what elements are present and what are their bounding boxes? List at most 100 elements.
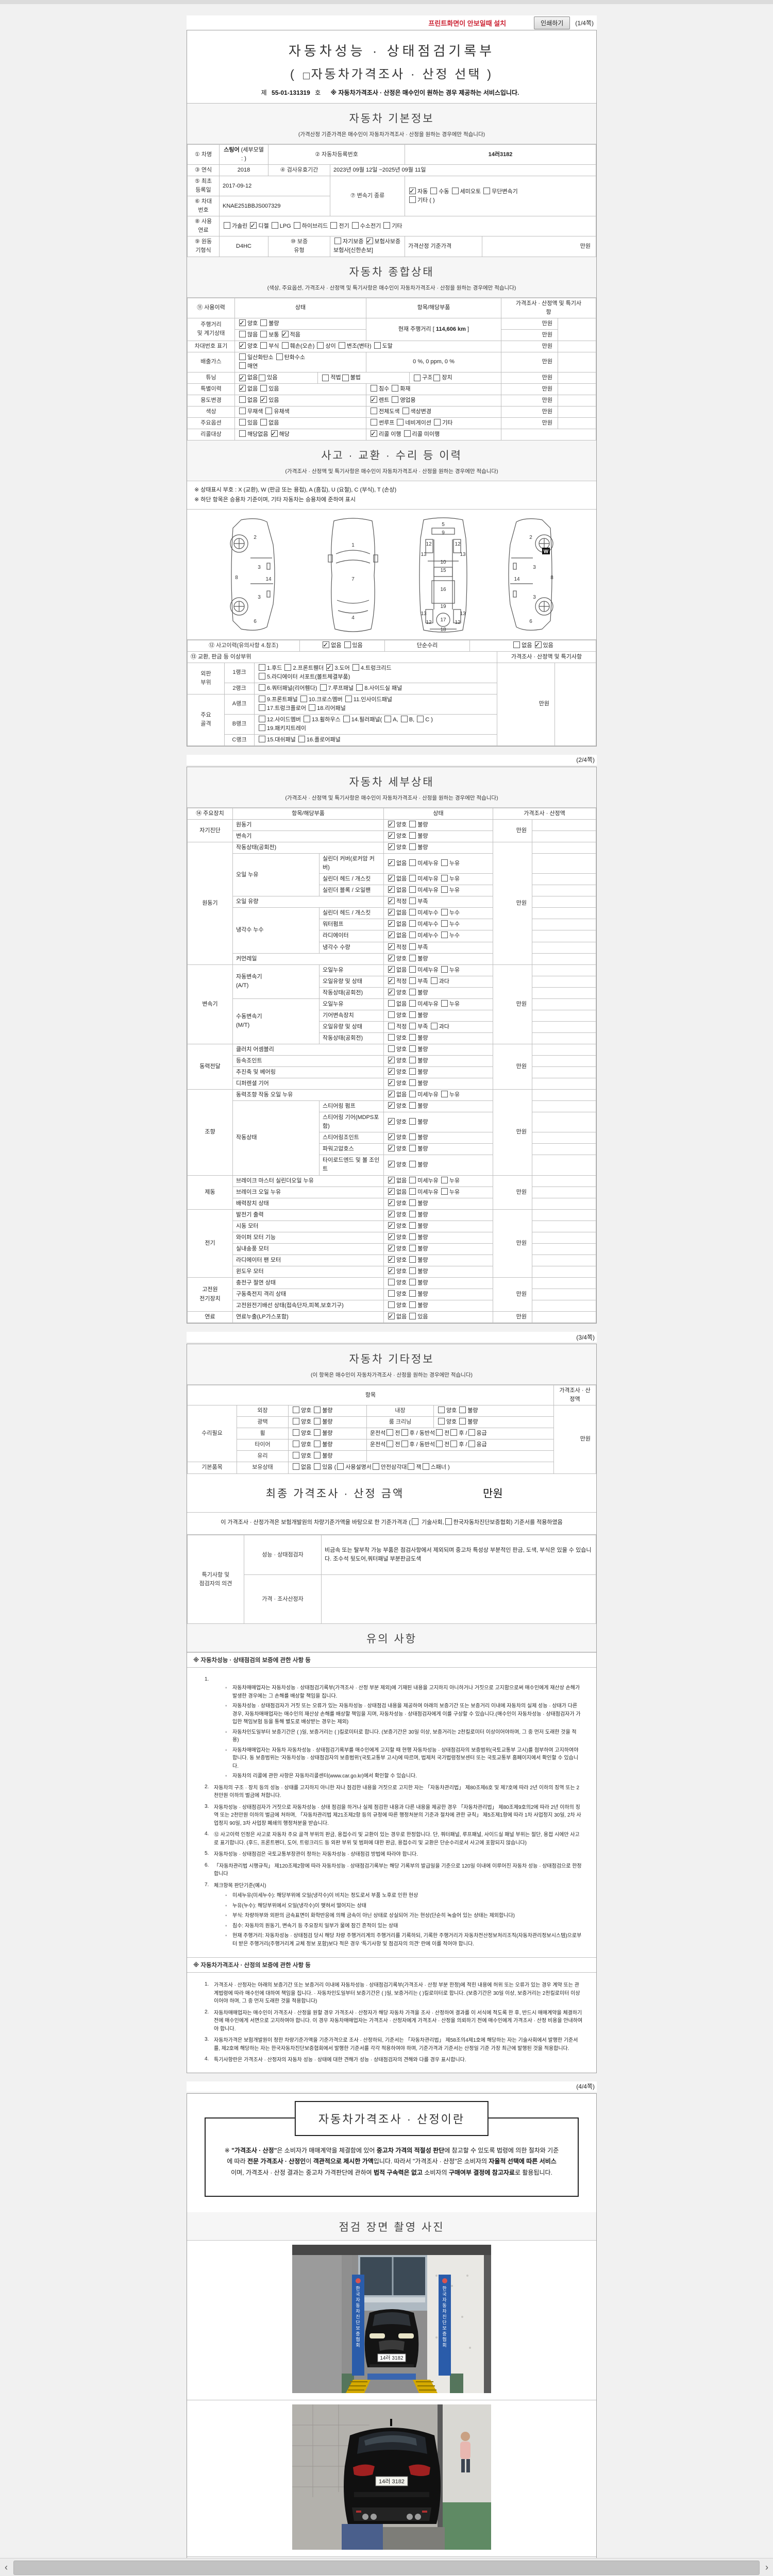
checkbox-unchecked[interactable] (409, 832, 416, 839)
checkbox-unchecked[interactable] (409, 999, 416, 1007)
checkbox-unchecked[interactable] (441, 875, 448, 882)
checkbox-unchecked[interactable] (386, 1440, 394, 1448)
checkbox-checked[interactable] (388, 1078, 395, 1088)
checkbox-checked[interactable] (326, 663, 333, 673)
checkbox-unchecked[interactable] (351, 222, 359, 229)
checkbox-unchecked[interactable] (260, 330, 267, 337)
checkbox-checked[interactable] (388, 1159, 395, 1170)
checkbox-unchecked[interactable] (409, 1222, 416, 1229)
checkbox-unchecked[interactable] (436, 1440, 443, 1448)
checkbox-unchecked[interactable] (430, 977, 438, 984)
checkbox-unchecked[interactable] (409, 1210, 416, 1217)
checkbox-unchecked[interactable] (422, 1463, 429, 1470)
checkbox-unchecked[interactable] (401, 1429, 408, 1436)
checkbox-unchecked[interactable] (412, 1518, 418, 1525)
checkbox-unchecked[interactable] (314, 1418, 321, 1425)
checkbox-unchecked[interactable] (436, 1429, 443, 1436)
checkbox-checked[interactable] (388, 1255, 395, 1265)
checkbox-unchecked[interactable] (388, 1022, 395, 1029)
checkbox-unchecked[interactable] (337, 1463, 344, 1470)
checkbox-checked[interactable] (388, 1089, 395, 1099)
checkbox-unchecked[interactable] (409, 1199, 416, 1206)
checkbox-unchecked[interactable] (441, 920, 448, 927)
checkbox-unchecked[interactable] (322, 374, 329, 381)
checkbox-unchecked[interactable] (372, 1463, 379, 1470)
checkbox-checked[interactable] (388, 873, 395, 884)
checkbox-checked[interactable] (388, 1243, 395, 1253)
checkbox-unchecked[interactable] (388, 1301, 395, 1309)
checkbox-unchecked[interactable] (371, 407, 377, 414)
checkbox-unchecked[interactable] (409, 897, 416, 905)
print-button[interactable]: 인쇄하기 (534, 16, 570, 29)
checkbox-unchecked[interactable] (281, 342, 289, 349)
checkbox-checked[interactable] (388, 1175, 395, 1185)
checkbox-checked[interactable] (239, 383, 246, 394)
checkbox-checked[interactable] (388, 1066, 395, 1077)
checkbox-unchecked[interactable] (409, 1176, 416, 1183)
checkbox-checked[interactable] (388, 858, 395, 868)
horizontal-scrollbar[interactable]: ‹ › (0, 2558, 773, 2576)
checkbox-checked[interactable] (388, 1198, 395, 1208)
checkbox-unchecked[interactable] (409, 931, 416, 939)
scrollbar-thumb[interactable] (13, 2561, 760, 2575)
scroll-left-arrow[interactable]: ‹ (5, 2562, 8, 2572)
checkbox-unchecked[interactable] (441, 1091, 448, 1098)
checkbox-unchecked[interactable] (293, 1440, 299, 1448)
checkbox-unchecked[interactable] (384, 715, 392, 722)
checkbox-unchecked[interactable] (265, 407, 273, 414)
checkbox-checked[interactable] (281, 329, 289, 340)
checkbox-unchecked[interactable] (314, 1406, 321, 1414)
checkbox-unchecked[interactable] (445, 1518, 452, 1525)
checkbox-unchecked[interactable] (409, 875, 416, 882)
checkbox-unchecked[interactable] (409, 965, 416, 973)
checkbox-unchecked[interactable] (401, 1440, 408, 1448)
checkbox-unchecked[interactable] (374, 342, 381, 349)
checkbox-unchecked[interactable] (356, 684, 363, 691)
checkbox-unchecked[interactable] (317, 342, 324, 349)
checkbox-checked[interactable] (388, 1187, 395, 1197)
checkbox-unchecked[interactable] (343, 715, 350, 722)
checkbox-checked[interactable] (388, 1100, 395, 1111)
checkbox-checked[interactable] (388, 1266, 395, 1276)
checkbox-unchecked[interactable] (409, 1033, 416, 1041)
checkbox-checked[interactable] (388, 942, 395, 952)
checkbox-unchecked[interactable] (438, 1418, 445, 1425)
checkbox-unchecked[interactable] (271, 222, 278, 229)
checkbox-unchecked[interactable] (260, 419, 267, 426)
checkbox-unchecked[interactable] (259, 684, 265, 691)
checkbox-unchecked[interactable] (441, 886, 448, 893)
checkbox-checked[interactable] (388, 1116, 395, 1127)
checkbox-unchecked[interactable] (409, 1022, 416, 1029)
checkbox-unchecked[interactable] (239, 396, 246, 403)
checkbox-unchecked[interactable] (433, 374, 441, 381)
checkbox-unchecked[interactable] (293, 1406, 299, 1414)
checkbox-unchecked[interactable] (409, 1267, 416, 1274)
checkbox-unchecked[interactable] (459, 1406, 466, 1414)
checkbox-unchecked[interactable] (388, 1033, 395, 1041)
checkbox-unchecked[interactable] (417, 715, 424, 722)
checkbox-unchecked[interactable] (400, 715, 408, 722)
checkbox-checked[interactable] (388, 1143, 395, 1154)
checkbox-checked[interactable] (239, 341, 246, 351)
checkbox-checked[interactable] (388, 953, 395, 963)
checkbox-checked[interactable] (388, 1311, 395, 1321)
checkbox-unchecked[interactable] (409, 843, 416, 851)
checkbox-unchecked[interactable] (409, 1079, 416, 1087)
checkbox-unchecked[interactable] (409, 1145, 416, 1152)
checkbox-unchecked[interactable] (409, 1057, 416, 1063)
checkbox-unchecked[interactable] (409, 1233, 416, 1240)
checkbox-checked[interactable] (388, 1132, 395, 1142)
checkbox-unchecked[interactable] (388, 1290, 395, 1297)
checkbox-unchecked[interactable] (409, 977, 416, 984)
checkbox-checked[interactable] (388, 842, 395, 852)
checkbox-unchecked[interactable] (259, 715, 265, 722)
checkbox-checked[interactable] (388, 964, 395, 975)
checkbox-checked[interactable] (260, 395, 267, 405)
checkbox-unchecked[interactable] (293, 1463, 299, 1470)
checkbox-unchecked[interactable] (260, 319, 267, 326)
checkbox-unchecked[interactable] (450, 1440, 458, 1448)
checkbox-unchecked[interactable] (468, 1429, 475, 1436)
checkbox-unchecked[interactable] (409, 1278, 416, 1285)
checkbox-unchecked[interactable] (409, 1117, 416, 1125)
checkbox-unchecked[interactable] (430, 187, 438, 194)
